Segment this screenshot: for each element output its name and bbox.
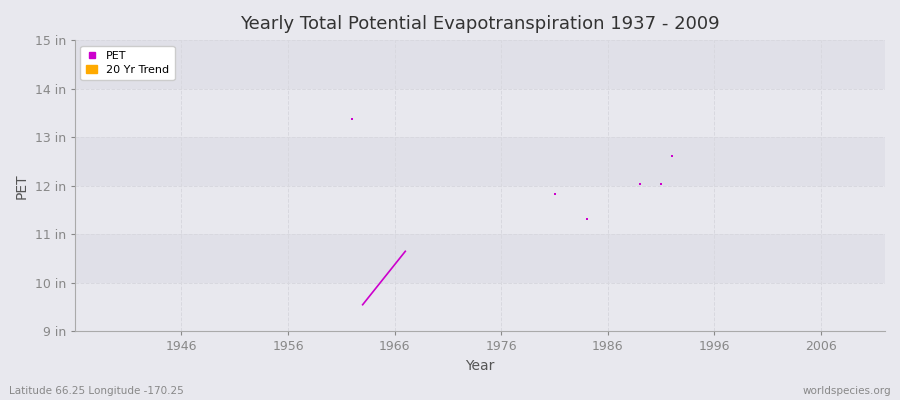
Legend: PET, 20 Yr Trend: PET, 20 Yr Trend <box>80 46 175 80</box>
Bar <box>75 283 885 332</box>
Point <box>547 191 562 197</box>
Y-axis label: PET: PET <box>15 173 29 198</box>
Point <box>664 152 679 159</box>
X-axis label: Year: Year <box>465 359 495 373</box>
Point <box>78 64 93 71</box>
Text: worldspecies.org: worldspecies.org <box>803 386 891 396</box>
Title: Yearly Total Potential Evapotranspiration 1937 - 2009: Yearly Total Potential Evapotranspiratio… <box>240 15 720 33</box>
Bar <box>75 137 885 186</box>
Point <box>345 116 359 122</box>
Text: Latitude 66.25 Longitude -170.25: Latitude 66.25 Longitude -170.25 <box>9 386 184 396</box>
Point <box>654 181 669 188</box>
Bar <box>75 234 885 283</box>
Bar <box>75 89 885 137</box>
Bar <box>75 40 885 89</box>
Bar <box>75 186 885 234</box>
Point <box>580 216 594 222</box>
Point <box>633 181 647 188</box>
